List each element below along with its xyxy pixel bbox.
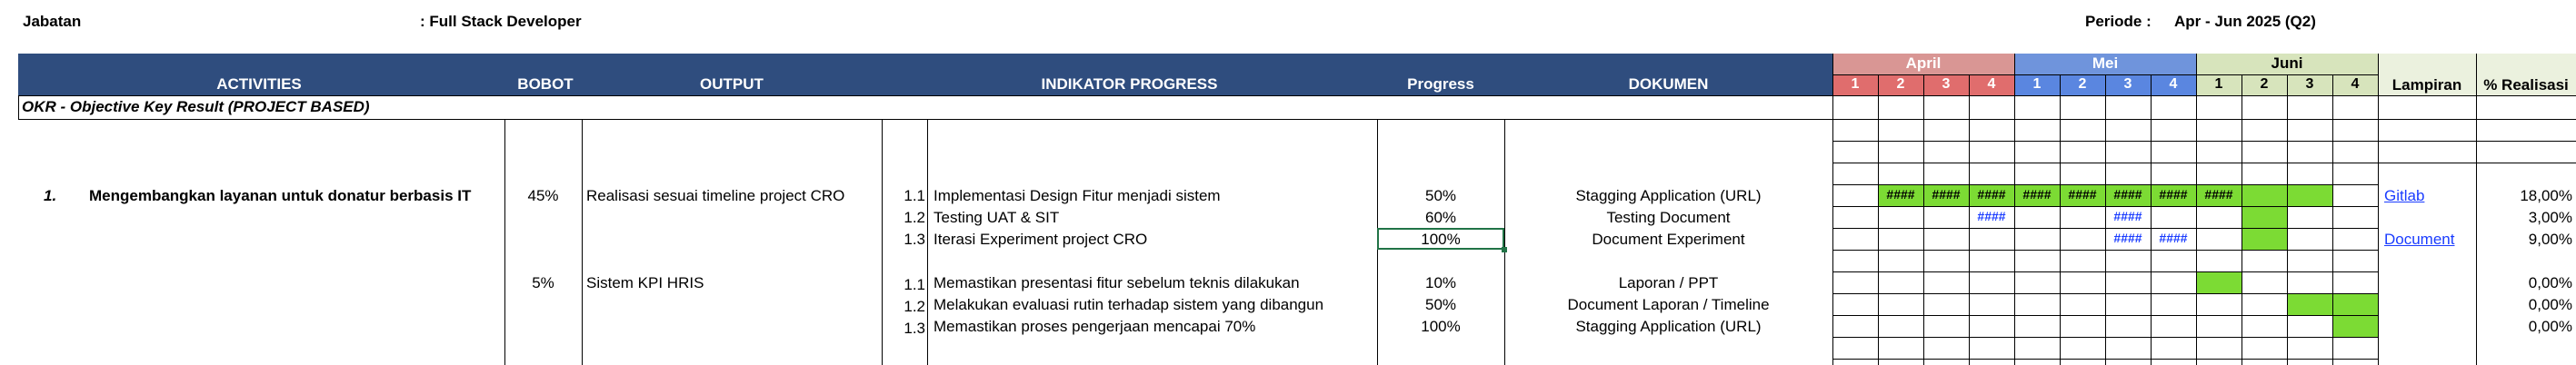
- gantt-cell: ####: [2159, 231, 2188, 245]
- section-title: OKR - Objective Key Result (PROJECT BASE…: [22, 98, 370, 115]
- indicator-progress: 60%: [1424, 209, 1457, 226]
- week-num: 3: [2123, 76, 2132, 92]
- lampiran-header-bg: [2378, 54, 2476, 95]
- indicator-realisasi: 18,00%: [2520, 187, 2572, 204]
- fill-handle[interactable]: [1502, 247, 1507, 252]
- periode-label: Periode :: [2085, 13, 2152, 30]
- indicator-dokumen: Stagging Application (URL): [1575, 187, 1762, 204]
- realisasi-header-bg: [2476, 54, 2576, 95]
- indicator-realisasi: 9,00%: [2528, 231, 2572, 248]
- indicator-number: 1.1: [904, 276, 925, 293]
- month-juni: [2196, 54, 2378, 74]
- week-num: 2: [2260, 76, 2269, 92]
- indicator-number: 1.2: [904, 209, 925, 226]
- periode-value: Apr - Jun 2025 (Q2): [2174, 13, 2316, 30]
- indicator-realisasi: 0,00%: [2528, 274, 2572, 291]
- indicator-dokumen: Document Laporan / Timeline: [1567, 296, 1770, 313]
- week-num: 4: [1987, 76, 1996, 92]
- group-bobot: 45%: [527, 187, 559, 204]
- indicator-progress[interactable]: 100%: [1421, 231, 1461, 248]
- gantt-cell: ####: [2113, 187, 2142, 202]
- indicator-progress: 10%: [1424, 274, 1457, 291]
- col-realisasi: % Realisasi: [2483, 76, 2569, 94]
- indicator-realisasi: 3,00%: [2528, 209, 2572, 226]
- indicator-text: Testing UAT & SIT: [934, 209, 1060, 226]
- jabatan-value: : Full Stack Developer: [420, 13, 582, 30]
- indicator-text: Memastikan presentasi fitur sebelum tekn…: [934, 274, 1300, 291]
- week-num: 4: [2351, 76, 2360, 92]
- month-mei-label: Mei: [2092, 54, 2119, 72]
- indicator-text: Implementasi Design Fitur menjadi sistem: [934, 187, 1221, 204]
- gantt-cell: ####: [2113, 209, 2142, 223]
- gantt-cell: ####: [2113, 231, 2142, 245]
- indicator-text: Melakukan evaluasi rutin terhadap sistem…: [934, 296, 1324, 313]
- group-bobot: 5%: [532, 274, 554, 291]
- indicator-text: Memastikan proses pengerjaan mencapai 70…: [934, 318, 1256, 335]
- week-num: 1: [1851, 76, 1860, 92]
- indicator-progress: 50%: [1424, 296, 1457, 313]
- selected-cell[interactable]: [1377, 228, 1504, 250]
- month-april-label: April: [1905, 54, 1942, 72]
- week-num: 3: [2305, 76, 2314, 92]
- indicator-progress: 50%: [1424, 187, 1457, 204]
- gantt-cell: ####: [2022, 187, 2052, 202]
- group-output: Realisasi sesuai timeline project CRO: [586, 187, 845, 204]
- week-num: 1: [2032, 76, 2042, 92]
- col-indikator: INDIKATOR PROGRESS: [1041, 75, 1218, 93]
- week-num: 3: [1942, 76, 1951, 92]
- gantt-cell: ####: [2204, 187, 2233, 202]
- week-num: 1: [2214, 76, 2223, 92]
- indicator-number: 1.1: [904, 187, 925, 204]
- column-header-band: [18, 54, 1832, 95]
- group-output: Sistem KPI HRIS: [586, 274, 704, 291]
- col-output: OUTPUT: [700, 75, 764, 93]
- lampiran-link[interactable]: Document: [2384, 231, 2455, 248]
- week-num: 2: [2078, 76, 2087, 92]
- week-num: 2: [1896, 76, 1905, 92]
- week-num: 4: [2169, 76, 2178, 92]
- col-activities: ACTIVITIES: [216, 75, 302, 93]
- indicator-number: 1.3: [904, 231, 925, 248]
- indicator-progress: 100%: [1421, 318, 1461, 335]
- col-lampiran: Lampiran: [2391, 76, 2462, 94]
- gantt-cell: ####: [2159, 187, 2188, 202]
- gantt-cell: ####: [1977, 187, 2006, 202]
- month-juni-label: Juni: [2271, 54, 2303, 72]
- col-progress: Progress: [1407, 75, 1474, 93]
- indicator-realisasi: 0,00%: [2528, 318, 2572, 335]
- indicator-number: 1.3: [904, 320, 925, 337]
- indicator-realisasi: 0,00%: [2528, 296, 2572, 313]
- gantt-cell: ####: [1886, 187, 1915, 202]
- indicator-dokumen: Laporan / PPT: [1618, 274, 1719, 291]
- indicator-dokumen: Document Experiment: [1592, 231, 1745, 248]
- objective-number: 1.: [44, 187, 57, 204]
- objective-title: Mengembangkan layanan untuk donatur berb…: [89, 187, 472, 204]
- jabatan-label: Jabatan: [23, 13, 82, 30]
- indicator-text: Iterasi Experiment project CRO: [934, 231, 1148, 248]
- gantt-cell: ####: [2068, 187, 2097, 202]
- month-mei: [2014, 54, 2196, 74]
- col-dokumen: DOKUMEN: [1628, 75, 1709, 93]
- col-bobot: BOBOT: [517, 75, 574, 93]
- indicator-number: 1.2: [904, 298, 925, 315]
- month-april: [1832, 54, 2014, 74]
- indicator-dokumen: Testing Document: [1606, 209, 1731, 226]
- lampiran-link[interactable]: Gitlab: [2384, 187, 2425, 204]
- indicator-dokumen: Stagging Application (URL): [1575, 318, 1762, 335]
- gantt-cell: ####: [1977, 209, 2006, 223]
- gantt-cell: ####: [1932, 187, 1961, 202]
